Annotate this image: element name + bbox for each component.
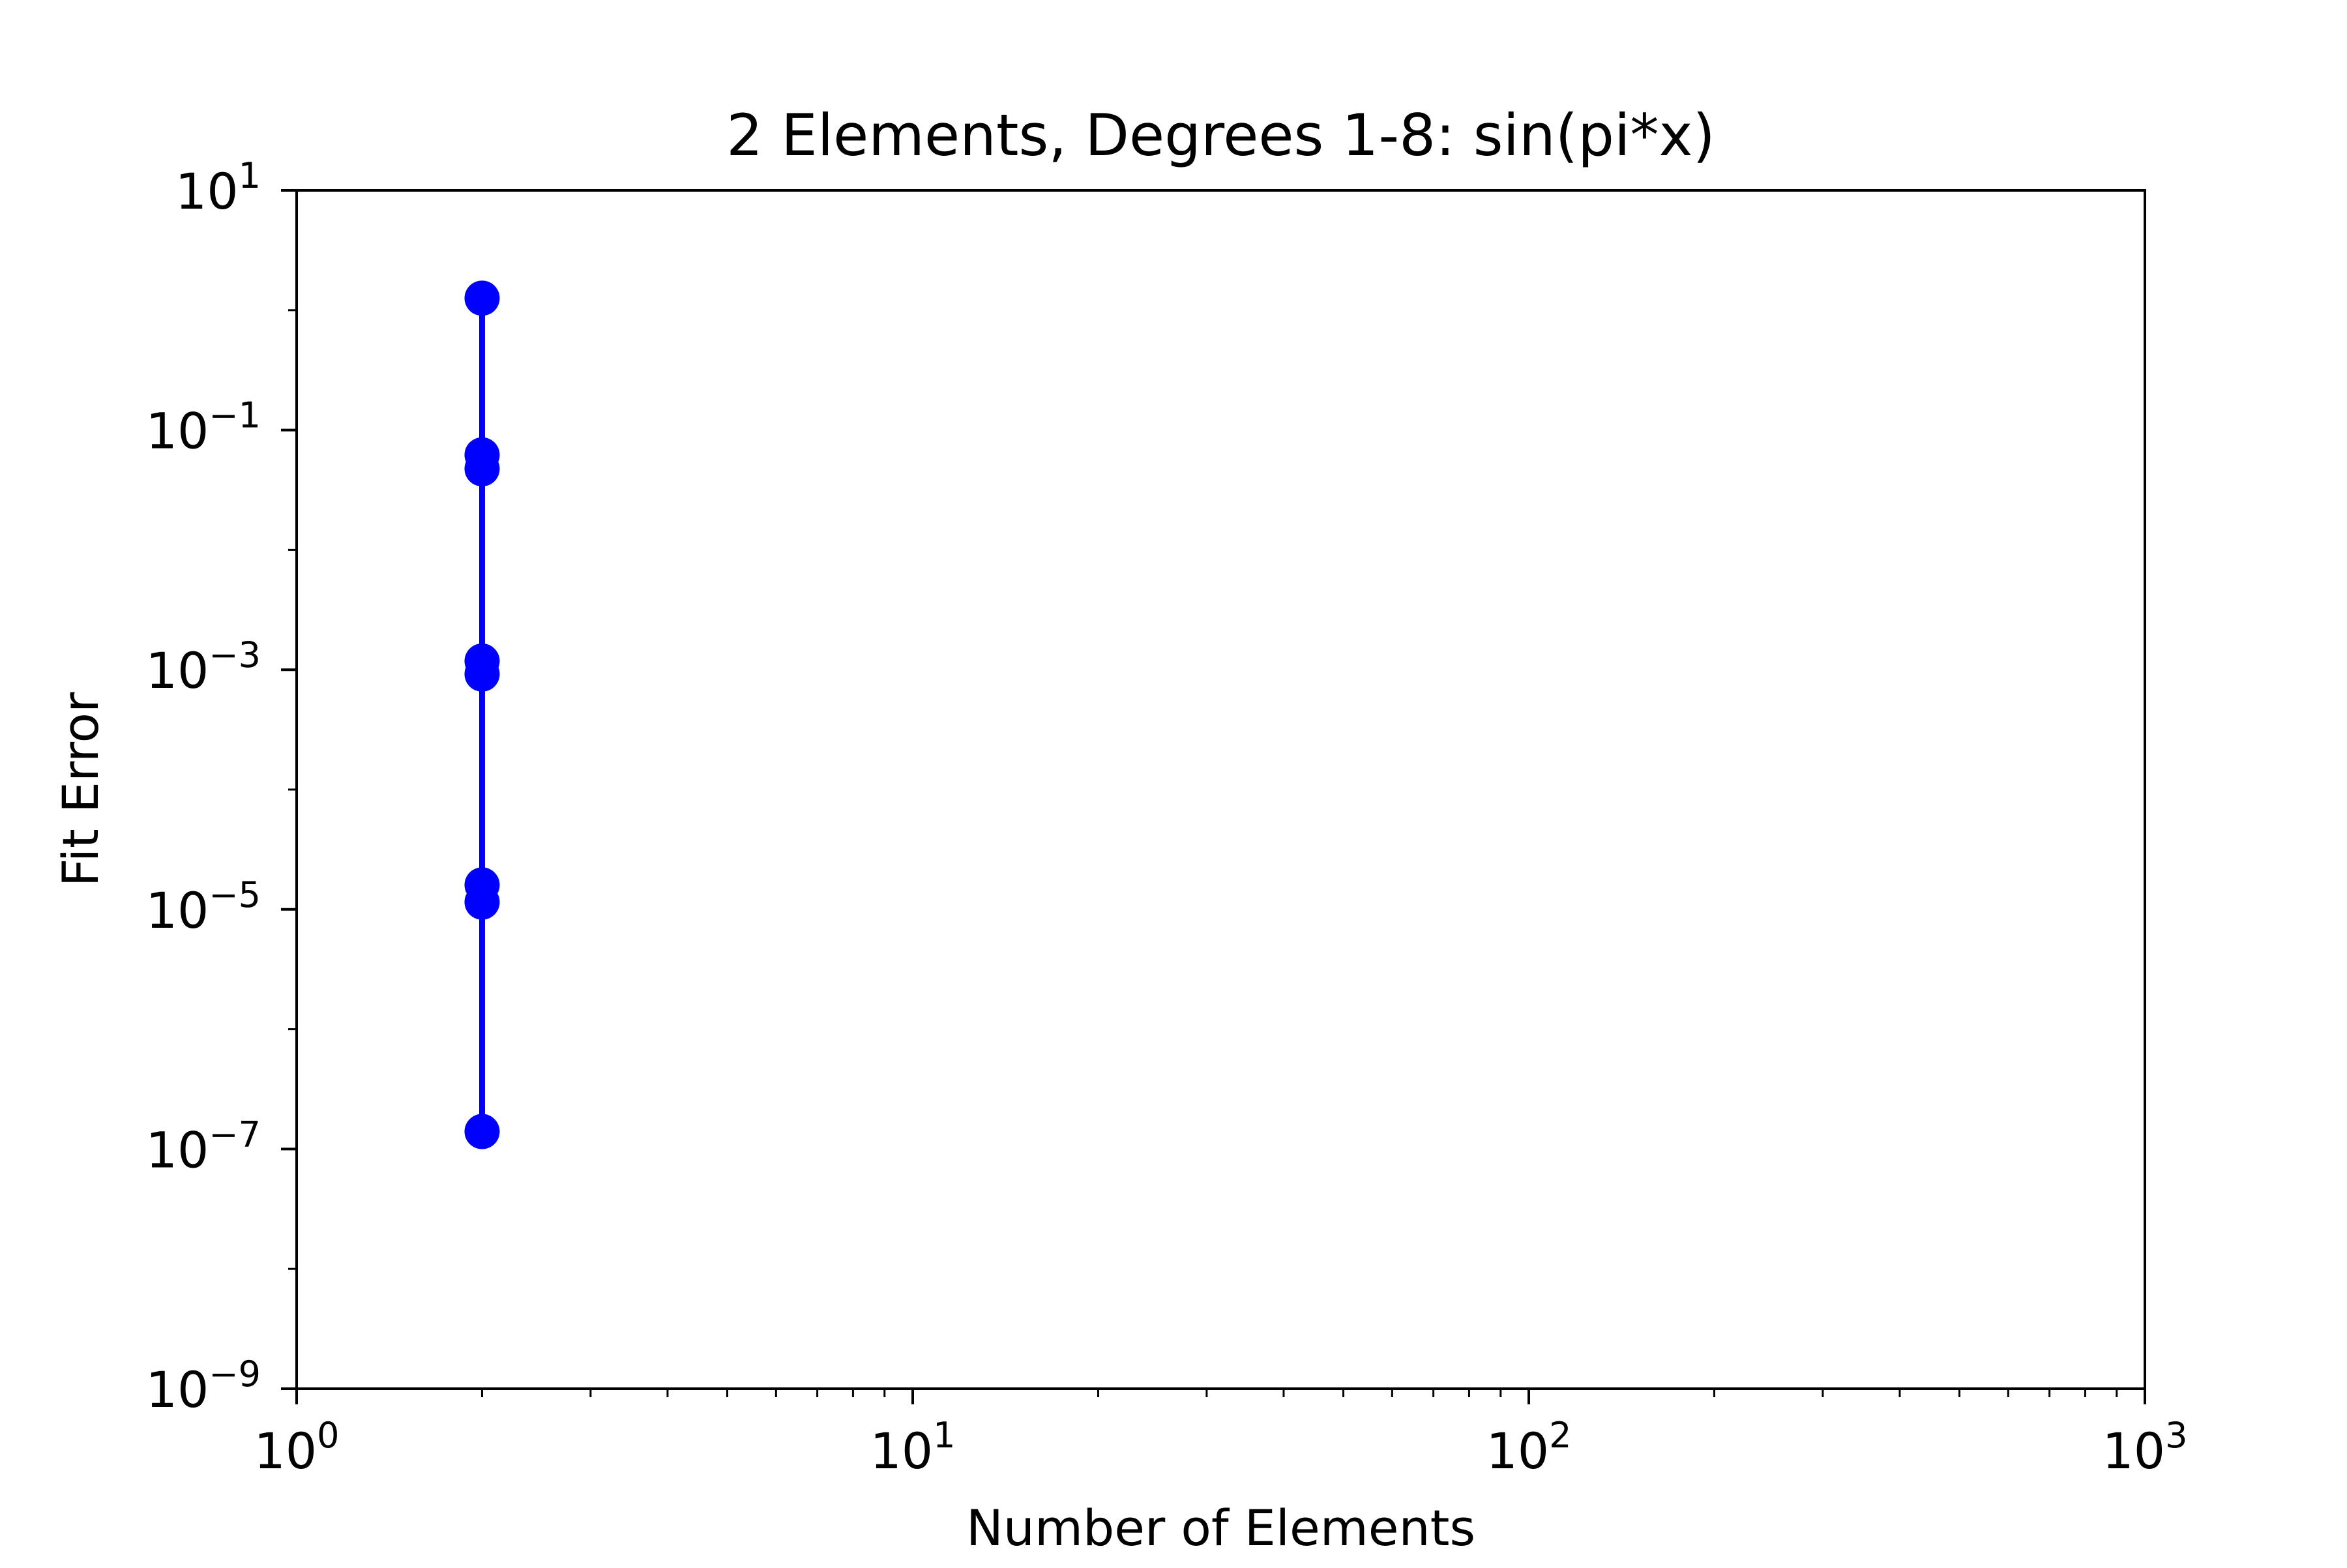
y-tick-label: 10−3 [146, 634, 261, 700]
x-axis-label: Number of Elements [966, 1499, 1475, 1557]
data-point [464, 1114, 500, 1149]
data-point [464, 656, 500, 692]
y-tick-label: 10−1 [146, 395, 261, 460]
y-tick-label: 10−7 [146, 1114, 261, 1179]
data-point [464, 884, 500, 920]
data-point [464, 451, 500, 487]
y-tick-label: 10−9 [146, 1354, 261, 1419]
plot-frame [295, 189, 2146, 1390]
x-tick-label: 103 [2102, 1415, 2187, 1480]
ticks-layer: 100 101 102 103 10−9 10−7 10−5 10−3 10−1 101 [146, 155, 2188, 1480]
y-tick-label: 101 [175, 155, 261, 220]
x-tick-label: 101 [870, 1415, 955, 1480]
data-point [464, 280, 500, 316]
series-layer [464, 280, 500, 1149]
y-tick-label: 10−5 [146, 874, 261, 939]
x-tick-label: 102 [1486, 1415, 1571, 1480]
x-tick-label: 100 [254, 1415, 339, 1480]
chart-title: 2 Elements, Degrees 1-8: sin(pi*x) [726, 102, 1715, 169]
y-axis-label: Fit Error [52, 692, 110, 887]
